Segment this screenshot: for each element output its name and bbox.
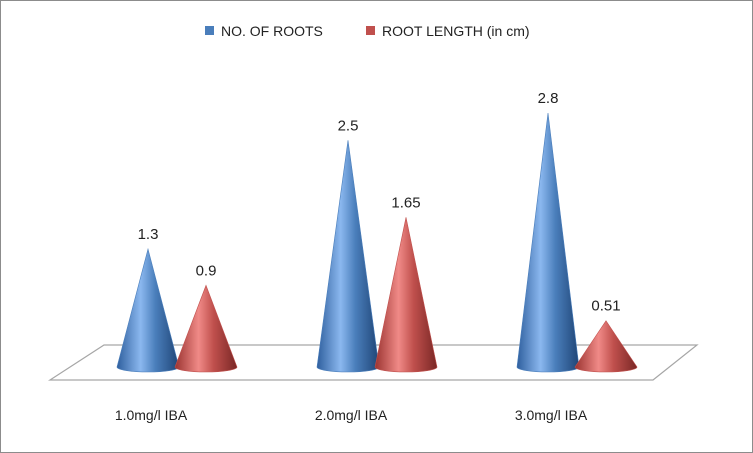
cone-no-of-roots — [516, 113, 580, 373]
legend-label-root-length: ROOT LENGTH (in cm) — [382, 23, 530, 39]
data-label-no-of-roots: 2.8 — [538, 90, 559, 107]
data-label-no-of-roots: 1.3 — [138, 226, 159, 243]
cone-no-of-roots — [116, 247, 180, 373]
cone-root-length — [374, 217, 438, 373]
cone-root-length — [174, 284, 238, 373]
data-label-root-length: 0.51 — [591, 298, 620, 315]
x-tick-label: 3.0mg/l IBA — [515, 407, 588, 423]
legend-label-no-of-roots: NO. OF ROOTS — [221, 23, 323, 39]
legend-swatch-root-length — [366, 26, 375, 35]
cone-no-of-roots — [316, 140, 380, 373]
cone-root-length — [574, 320, 638, 373]
legend-swatch-no-of-roots — [205, 26, 214, 35]
data-label-root-length: 1.65 — [391, 194, 420, 211]
legend: NO. OF ROOTS ROOT LENGTH (in cm) — [205, 23, 530, 39]
data-label-root-length: 0.9 — [196, 262, 217, 279]
x-axis-tick-labels: 1.0mg/l IBA 2.0mg/l IBA 3.0mg/l IBA — [115, 407, 588, 423]
data-label-no-of-roots: 2.5 — [338, 117, 359, 134]
x-tick-label: 1.0mg/l IBA — [115, 407, 188, 423]
cones-group: 1.3 0.9 2.5 1.65 2.8 0.51 — [116, 90, 638, 373]
x-tick-label: 2.0mg/l IBA — [315, 407, 388, 423]
